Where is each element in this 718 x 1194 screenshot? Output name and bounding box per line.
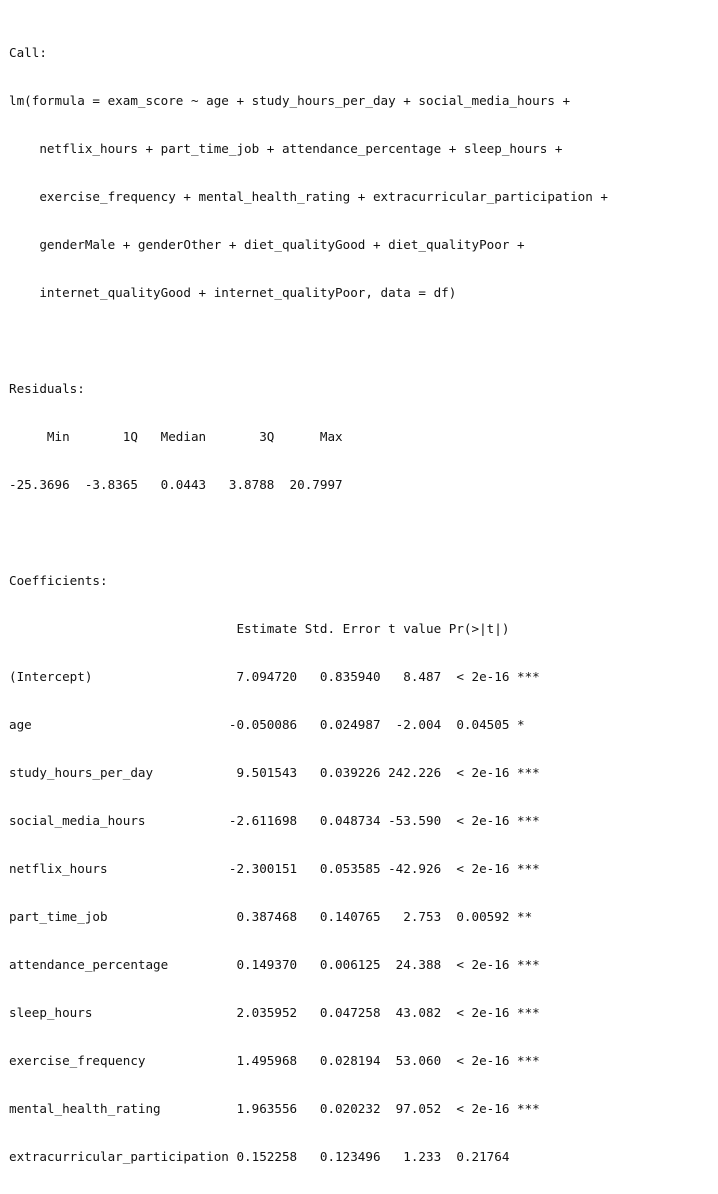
coefficients-column-headers: Estimate Std. Error t value Pr(>|t|)	[9, 621, 540, 636]
coefficient-row: social_media_hours -2.611698 0.048734 -5…	[9, 813, 540, 828]
coefficient-row: age -0.050086 0.024987 -2.004 0.04505 *	[9, 717, 540, 732]
call-header: Call:	[9, 45, 47, 60]
call-line: lm(formula = exam_score ~ age + study_ho…	[9, 93, 571, 108]
coefficient-row: attendance_percentage 0.149370 0.006125 …	[9, 957, 540, 972]
coefficient-row: (Intercept) 7.094720 0.835940 8.487 < 2e…	[9, 669, 540, 684]
coefficient-row: sleep_hours 2.035952 0.047258 43.082 < 2…	[9, 1005, 540, 1020]
coefficients-header: Coefficients:	[9, 573, 108, 588]
call-line: exercise_frequency + mental_health_ratin…	[9, 189, 608, 204]
coefficient-row: extracurricular_participation 0.152258 0…	[9, 1149, 540, 1164]
residuals-values: -25.3696 -3.8365 0.0443 3.8788 20.7997	[9, 477, 351, 492]
coefficient-row: netflix_hours -2.300151 0.053585 -42.926…	[9, 861, 540, 876]
call-line: netflix_hours + part_time_job + attendan…	[9, 141, 563, 156]
coefficient-row: mental_health_rating 1.963556 0.020232 9…	[9, 1101, 540, 1116]
r-console-output: Call: lm(formula = exam_score ~ age + st…	[9, 13, 608, 1194]
call-line: internet_qualityGood + internet_qualityP…	[9, 285, 457, 300]
coefficient-row: part_time_job 0.387468 0.140765 2.753 0.…	[9, 909, 540, 924]
coefficient-row: study_hours_per_day 9.501543 0.039226 24…	[9, 765, 540, 780]
residuals-header: Residuals:	[9, 381, 85, 396]
coefficient-row: exercise_frequency 1.495968 0.028194 53.…	[9, 1053, 540, 1068]
blank-line	[9, 333, 608, 349]
call-line: genderMale + genderOther + diet_qualityG…	[9, 237, 525, 252]
blank-line	[9, 525, 608, 541]
residuals-labels: Min 1Q Median 3Q Max	[9, 429, 351, 444]
